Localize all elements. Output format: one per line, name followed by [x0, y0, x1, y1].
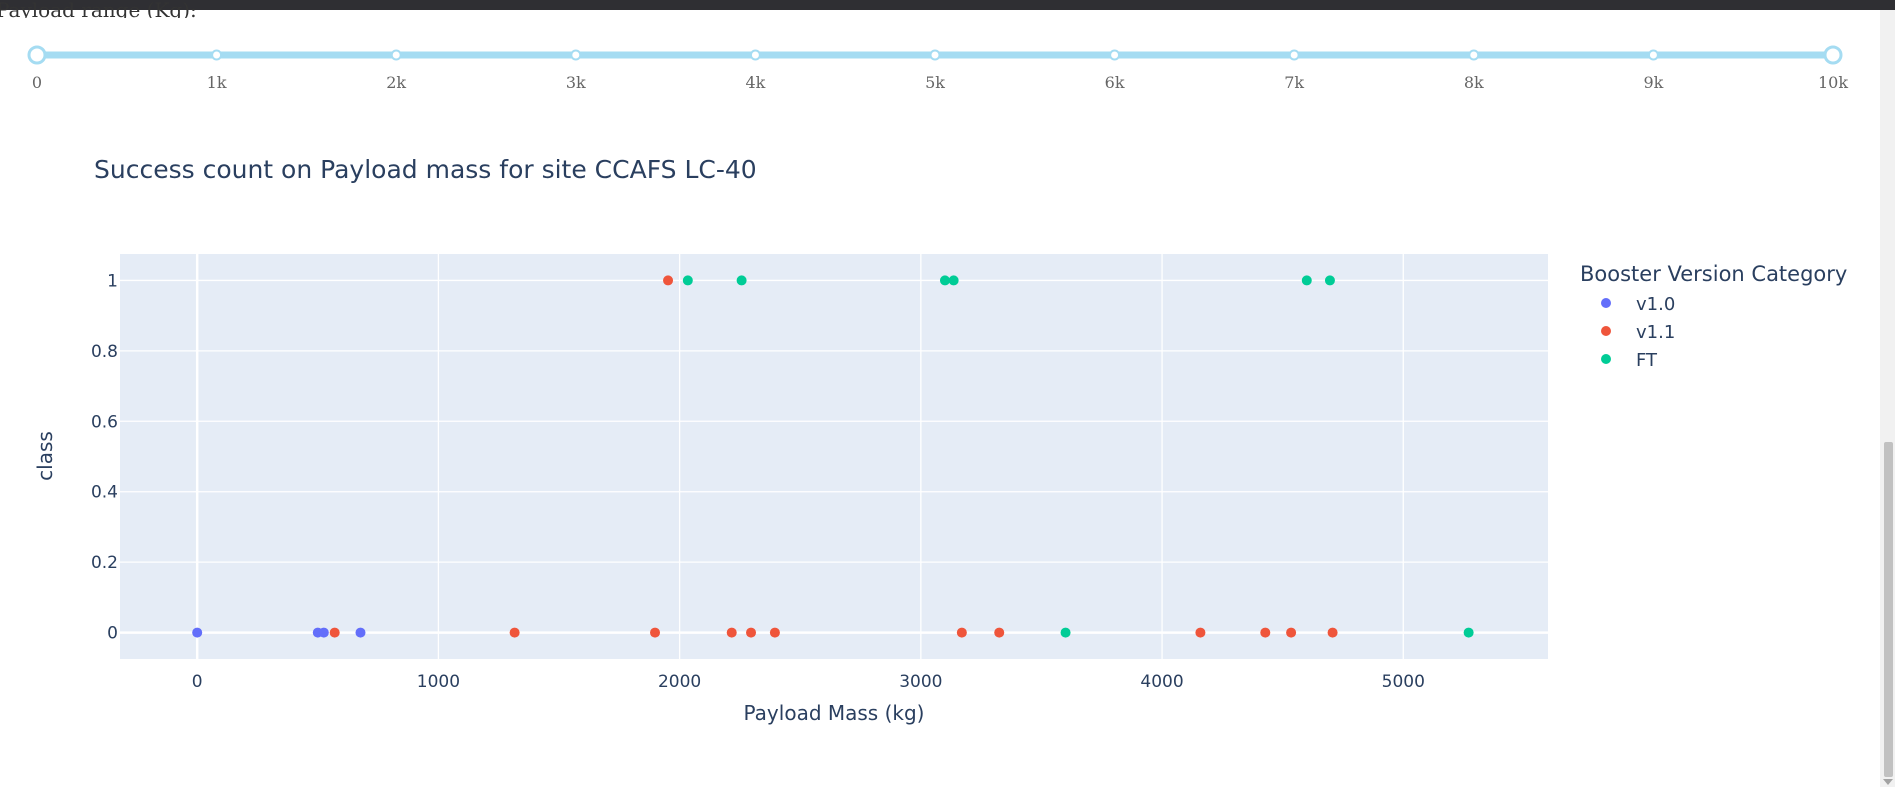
- slider-mark[interactable]: 4k: [745, 49, 766, 93]
- legend-item[interactable]: v1.0: [1601, 294, 1675, 315]
- legend-label: FT: [1636, 350, 1658, 371]
- data-point-ft[interactable]: [1301, 275, 1312, 286]
- data-point-v1-1[interactable]: [1260, 627, 1271, 638]
- y-tick-label: 0.2: [91, 553, 118, 573]
- slider-mark-dot[interactable]: [1468, 49, 1480, 61]
- scrollbar-thumb[interactable]: [1884, 442, 1893, 777]
- slider-handle-max[interactable]: [1823, 45, 1843, 65]
- vertical-scrollbar[interactable]: [1880, 10, 1895, 787]
- slider-mark-label: 2k: [386, 73, 406, 92]
- slider-mark-label: 10k: [1818, 73, 1848, 92]
- y-axis-label: class: [33, 431, 57, 481]
- slider-handle-min[interactable]: [27, 45, 47, 65]
- legend-label: v1.0: [1636, 294, 1675, 315]
- x-tick-label: 0: [192, 672, 203, 692]
- slider-mark-dot[interactable]: [211, 49, 223, 61]
- slider-mark-label: 3k: [566, 73, 586, 92]
- slider-label: Payload range (Kg):: [0, 0, 197, 18]
- y-tick-label: 0: [107, 624, 118, 644]
- slider-mark-label: 4k: [745, 73, 765, 92]
- slider-mark-label: 1k: [207, 73, 227, 92]
- data-point-v1-1[interactable]: [726, 627, 737, 638]
- y-tick-label: 0.4: [91, 483, 118, 503]
- slider-mark-label: 6k: [1105, 73, 1125, 92]
- data-point-v1-1[interactable]: [1195, 627, 1206, 638]
- slider-mark-label: 8k: [1464, 73, 1484, 92]
- slider-mark-dot[interactable]: [1288, 49, 1300, 61]
- x-tick-label: 5000: [1382, 672, 1425, 692]
- legend-marker: [1601, 326, 1611, 336]
- slider-mark[interactable]: 1k: [207, 49, 227, 93]
- plot-area: [120, 254, 1548, 659]
- y-tick-label: 1: [107, 271, 118, 291]
- slider-mark[interactable]: 6k: [1105, 49, 1125, 93]
- legend-label: v1.1: [1636, 322, 1675, 343]
- slider-mark[interactable]: 2k: [386, 49, 406, 93]
- data-point-ft[interactable]: [1060, 627, 1071, 638]
- slider-mark-dot[interactable]: [390, 49, 402, 61]
- data-point-v1-1[interactable]: [746, 627, 757, 638]
- legend-item[interactable]: FT: [1601, 350, 1658, 371]
- x-tick-label: 4000: [1140, 672, 1183, 692]
- slider-mark-label: 9k: [1643, 73, 1663, 92]
- browser-top-bar: [0, 0, 1895, 10]
- scroll-down-arrow-icon[interactable]: [1883, 779, 1893, 785]
- data-point-v1-1[interactable]: [1327, 627, 1338, 638]
- slider-mark-dot[interactable]: [570, 49, 582, 61]
- data-point-v1-1[interactable]: [769, 627, 780, 638]
- data-point-ft[interactable]: [736, 275, 747, 286]
- x-tick-label: 2000: [658, 672, 701, 692]
- slider-mark-dot[interactable]: [1647, 49, 1659, 61]
- legend-title: Booster Version Category: [1580, 262, 1847, 286]
- slider-mark[interactable]: 8k: [1464, 49, 1484, 93]
- slider-mark[interactable]: 5k: [925, 49, 945, 93]
- y-tick-label: 0.6: [91, 412, 118, 432]
- legend-marker: [1601, 354, 1611, 364]
- slider-mark-dot[interactable]: [1109, 49, 1121, 61]
- x-tick-label: 3000: [899, 672, 942, 692]
- data-point-v1-1[interactable]: [509, 627, 520, 638]
- data-point-v1-1[interactable]: [1286, 627, 1297, 638]
- slider-mark-label: 5k: [925, 73, 945, 92]
- slider-mark[interactable]: 7k: [1284, 49, 1304, 93]
- slider-mark[interactable]: 3k: [566, 49, 586, 93]
- legend-marker: [1601, 298, 1611, 308]
- data-point-v1-0[interactable]: [192, 627, 203, 638]
- x-axis-label: Payload Mass (kg): [744, 701, 925, 725]
- data-point-v1-1[interactable]: [663, 275, 674, 286]
- data-point-ft[interactable]: [948, 275, 959, 286]
- data-point-v1-0[interactable]: [318, 627, 329, 638]
- data-point-v1-0[interactable]: [355, 627, 366, 638]
- data-point-ft[interactable]: [682, 275, 693, 286]
- chart-title: Success count on Payload mass for site C…: [94, 155, 757, 184]
- slider-mark-dot[interactable]: [749, 49, 761, 61]
- data-point-v1-1[interactable]: [329, 627, 340, 638]
- data-point-ft[interactable]: [1463, 627, 1474, 638]
- slider-mark-dot[interactable]: [929, 49, 941, 61]
- slider-mark-label: 0: [32, 73, 42, 92]
- slider-mark-label: 7k: [1284, 73, 1304, 92]
- slider-mark[interactable]: 9k: [1643, 49, 1664, 93]
- data-point-v1-1[interactable]: [956, 627, 967, 638]
- data-point-ft[interactable]: [1324, 275, 1335, 286]
- data-point-v1-1[interactable]: [650, 627, 661, 638]
- payload-range-slider[interactable]: 0 1k 2k 3k 4k 5k 6k 7k 8k 9k 10k: [0, 0, 1895, 110]
- x-tick-label: 1000: [417, 672, 460, 692]
- data-point-ft[interactable]: [939, 275, 950, 286]
- y-tick-label: 0.8: [91, 342, 118, 362]
- legend-item[interactable]: v1.1: [1601, 322, 1675, 343]
- data-point-v1-1[interactable]: [994, 627, 1005, 638]
